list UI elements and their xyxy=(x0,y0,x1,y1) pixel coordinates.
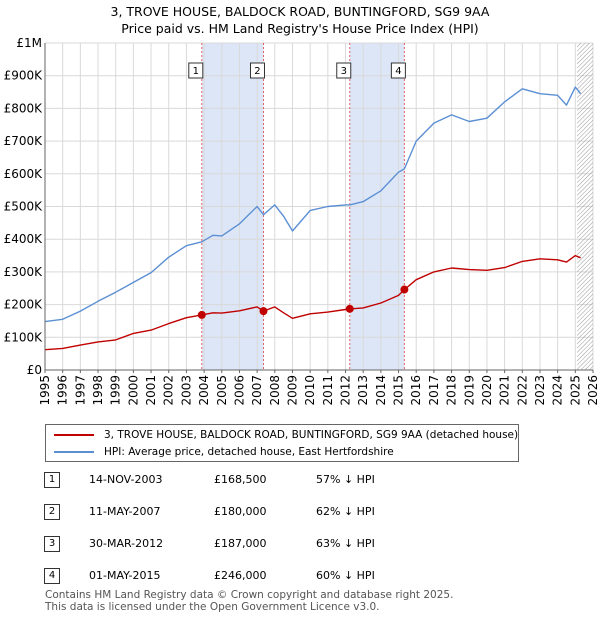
y-tick-label: £900K xyxy=(4,69,44,83)
x-tick-label: 2002 xyxy=(162,375,176,406)
sale-date: 14-NOV-2003 xyxy=(89,473,163,486)
y-tick-label: £200K xyxy=(4,298,44,312)
x-tick-label: 1996 xyxy=(56,375,70,406)
y-tick-label: £300K xyxy=(4,265,44,279)
x-tick-label: 2020 xyxy=(480,375,494,406)
sale-number-badge: 1 xyxy=(44,472,60,488)
sale-marker-number: 2 xyxy=(254,66,260,77)
footer-line1: Contains HM Land Registry data © Crown c… xyxy=(45,589,454,601)
sale-row: 2 11-MAY-2007 £180,000 62% ↓ HPI xyxy=(44,504,424,522)
x-tick-label: 2016 xyxy=(409,375,423,406)
sale-price: £168,500 xyxy=(214,473,267,486)
y-tick-label: £500K xyxy=(4,200,44,214)
x-tick-label: 2005 xyxy=(215,375,229,406)
x-tick-label: 2010 xyxy=(303,375,317,406)
sale-date: 11-MAY-2007 xyxy=(89,505,161,518)
sale-marker-box xyxy=(336,62,352,79)
sale-number-badge: 3 xyxy=(44,536,60,552)
sale-number-badge: 4 xyxy=(44,568,60,584)
sale-row: 1 14-NOV-2003 £168,500 57% ↓ HPI xyxy=(44,472,424,490)
sale-marker-label: 2 xyxy=(249,62,265,79)
x-tick-label: 2011 xyxy=(321,375,335,406)
sale-point xyxy=(345,304,354,313)
x-tick-label: 2000 xyxy=(126,375,140,406)
x-tick-label: 2006 xyxy=(232,375,246,406)
x-tick-label: 2023 xyxy=(533,375,547,406)
x-tick-label: 2021 xyxy=(498,375,512,406)
sale-price: £180,000 xyxy=(214,505,267,518)
x-tick-label: 2014 xyxy=(374,375,388,406)
sale-row: 4 01-MAY-2015 £246,000 60% ↓ HPI xyxy=(44,568,424,586)
x-tick-label: 1999 xyxy=(109,375,123,406)
y-tick-label: £800K xyxy=(4,101,44,115)
sale-hpi-diff: 62% ↓ HPI xyxy=(316,505,375,518)
sale-hpi-diff: 60% ↓ HPI xyxy=(316,569,375,582)
sale-marker-label: 3 xyxy=(336,62,352,79)
chart-title-line1: 3, TROVE HOUSE, BALDOCK ROAD, BUNTINGFOR… xyxy=(110,4,490,19)
y-tick-label: £0 xyxy=(27,363,42,377)
x-tick-label: 2024 xyxy=(551,375,565,406)
price-chart: 1 2 3 4 £0 £100K £200K £300K £400K £500K £600K £70… xyxy=(4,36,600,406)
x-tick-label: 2001 xyxy=(144,375,158,406)
legend-label-property: 3, TROVE HOUSE, BALDOCK ROAD, BUNTINGFOR… xyxy=(104,429,519,441)
legend-swatch-hpi xyxy=(54,451,94,453)
sale-marker-number: 1 xyxy=(193,66,199,77)
sale-marker-number: 3 xyxy=(341,66,347,77)
y-tick-label: £700K xyxy=(4,134,44,148)
sale-point xyxy=(197,310,206,319)
x-tick-label: 2025 xyxy=(568,375,582,406)
x-tick-label: 2019 xyxy=(462,375,476,406)
hpi-line xyxy=(44,86,582,323)
y-tick-label: £100K xyxy=(4,330,44,344)
footer-line2: This data is licensed under the Open Gov… xyxy=(45,601,380,613)
y-tick-label: £600K xyxy=(4,167,44,181)
sale-marker-label: 1 xyxy=(188,62,204,79)
sale-date: 01-MAY-2015 xyxy=(89,569,161,582)
sale-point xyxy=(400,285,409,294)
x-tick-label: 2008 xyxy=(268,375,282,406)
property-price-line xyxy=(44,254,581,351)
chart-title: 3, TROVE HOUSE, BALDOCK ROAD, BUNTINGFOR… xyxy=(0,3,600,37)
sale-hpi-diff: 57% ↓ HPI xyxy=(316,473,375,486)
x-tick-label: 2026 xyxy=(586,375,600,406)
chart-legend: 3, TROVE HOUSE, BALDOCK ROAD, BUNTINGFOR… xyxy=(45,424,519,462)
x-tick-label: 2007 xyxy=(250,375,264,406)
x-tick-label: 1995 xyxy=(38,375,52,406)
legend-swatch-property xyxy=(54,434,94,436)
x-tick-label: 2009 xyxy=(285,375,299,406)
x-tick-label: 2013 xyxy=(356,375,370,406)
x-tick-label: 2017 xyxy=(427,375,441,406)
forecast-hatch xyxy=(577,43,593,370)
x-tick-label: 1997 xyxy=(73,375,87,406)
x-tick-label: 1998 xyxy=(91,375,105,406)
copyright-footer: Contains HM Land Registry data © Crown c… xyxy=(45,589,453,613)
y-tick-label: £400K xyxy=(4,232,44,246)
sale-price: £246,000 xyxy=(214,569,267,582)
x-tick-label: 2004 xyxy=(197,375,211,406)
x-tick-label: 2018 xyxy=(445,375,459,406)
sale-date: 30-MAR-2012 xyxy=(89,537,164,550)
legend-label-hpi: HPI: Average price, detached house, East… xyxy=(104,446,394,458)
sale-row: 3 30-MAR-2012 £187,000 63% ↓ HPI xyxy=(44,536,424,554)
legend-item-property: 3, TROVE HOUSE, BALDOCK ROAD, BUNTINGFOR… xyxy=(54,427,518,443)
legend-item-hpi: HPI: Average price, detached house, East… xyxy=(54,444,394,460)
x-tick-label: 2015 xyxy=(392,375,406,406)
sale-hpi-diff: 63% ↓ HPI xyxy=(316,537,375,550)
chart-title-line2: Price paid vs. HM Land Registry's House … xyxy=(121,21,479,36)
sale-price: £187,000 xyxy=(214,537,267,550)
sale-marker-box xyxy=(390,62,406,79)
x-tick-label: 2022 xyxy=(515,375,529,406)
sale-marker-label: 4 xyxy=(390,62,406,79)
sale-marker-box xyxy=(188,62,204,79)
sale-point xyxy=(259,307,268,316)
x-tick-label: 2003 xyxy=(179,375,193,406)
sale-marker-box xyxy=(249,62,265,79)
sale-number-badge: 2 xyxy=(44,504,60,520)
y-tick-label: £1M xyxy=(16,36,42,50)
x-tick-label: 2012 xyxy=(339,375,353,406)
sale-marker-number: 4 xyxy=(395,66,401,77)
